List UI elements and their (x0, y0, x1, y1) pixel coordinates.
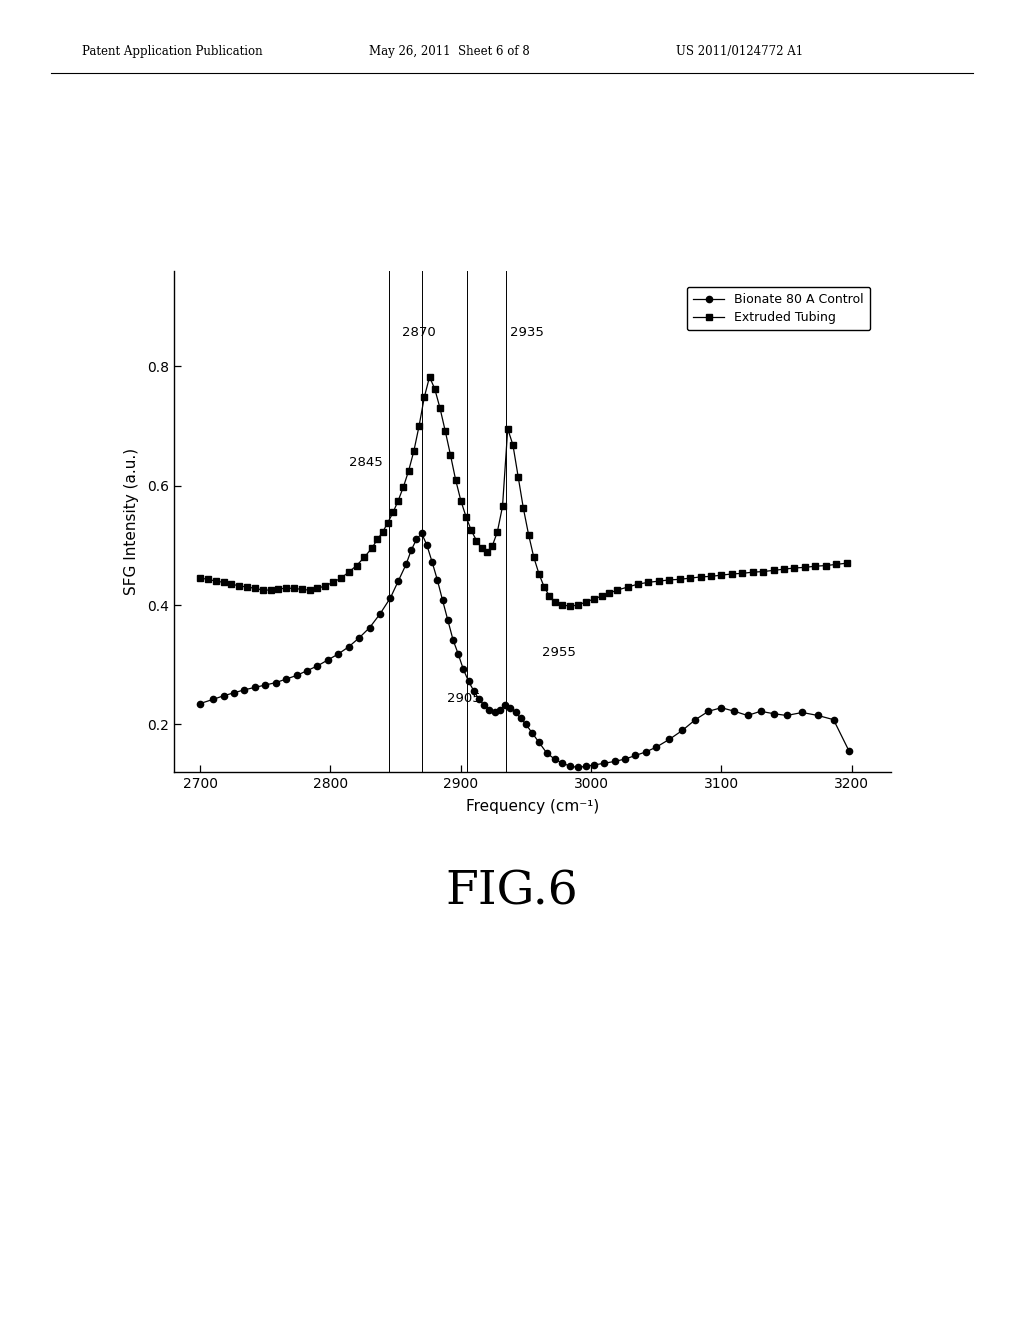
Bionate 80 A Control (488, 705, 501, 721)
Text: FIG.6: FIG.6 (445, 869, 579, 915)
Text: 2845: 2845 (349, 455, 383, 469)
Extruded Tubing (564, 598, 577, 614)
Bionate 80 A Control (767, 706, 779, 722)
Bionate 80 A Control (194, 696, 206, 711)
Extruded Tubing (210, 573, 222, 589)
Extruded Tubing (664, 572, 676, 587)
Bionate 80 A Control (843, 743, 855, 759)
Text: US 2011/0124772 A1: US 2011/0124772 A1 (676, 45, 803, 58)
Extruded Tubing (423, 370, 435, 385)
Y-axis label: SFG Intensity (a.u.): SFG Intensity (a.u.) (124, 447, 139, 595)
Extruded Tubing (841, 556, 853, 572)
Text: 2870: 2870 (402, 326, 436, 339)
Legend: Bionate 80 A Control, Extruded Tubing: Bionate 80 A Control, Extruded Tubing (687, 286, 870, 330)
Extruded Tubing (522, 527, 535, 543)
Bionate 80 A Control (426, 554, 438, 570)
Text: Patent Application Publication: Patent Application Publication (82, 45, 262, 58)
Text: 2905: 2905 (446, 692, 480, 705)
Line: Bionate 80 A Control: Bionate 80 A Control (197, 531, 852, 771)
Text: 2935: 2935 (510, 326, 544, 339)
Text: 2955: 2955 (542, 645, 575, 659)
Extruded Tubing (480, 545, 493, 561)
Bionate 80 A Control (702, 704, 715, 719)
Bionate 80 A Control (416, 525, 428, 541)
Text: May 26, 2011  Sheet 6 of 8: May 26, 2011 Sheet 6 of 8 (369, 45, 529, 58)
Extruded Tubing (194, 570, 206, 586)
Extruded Tubing (382, 515, 394, 531)
Bionate 80 A Control (572, 759, 585, 775)
Bionate 80 A Control (364, 620, 376, 636)
Extruded Tubing (377, 524, 389, 540)
X-axis label: Frequency (cm⁻¹): Frequency (cm⁻¹) (466, 800, 599, 814)
Line: Extruded Tubing: Extruded Tubing (197, 374, 850, 610)
Bionate 80 A Control (728, 704, 740, 719)
